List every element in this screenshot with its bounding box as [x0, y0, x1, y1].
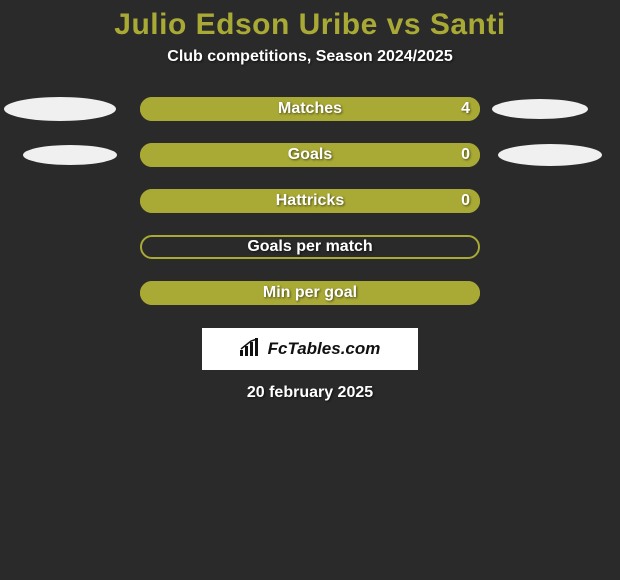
bar-value: 4	[461, 100, 470, 118]
left-ellipse	[23, 145, 117, 165]
stat-bar: Matches4	[140, 97, 480, 121]
bar-border	[140, 281, 480, 305]
bar-border	[140, 143, 480, 167]
right-ellipse	[492, 99, 588, 119]
stat-bar: Hattricks0	[140, 189, 480, 213]
stat-row: Matches4	[0, 96, 620, 122]
comparison-card: Julio Edson Uribe vs Santi Club competit…	[0, 0, 620, 402]
page-title: Julio Edson Uribe vs Santi	[0, 8, 620, 42]
bar-value: 0	[461, 146, 470, 164]
chart-icon	[240, 338, 262, 361]
bar-value: 0	[461, 192, 470, 210]
subtitle: Club competitions, Season 2024/2025	[0, 48, 620, 66]
stat-bar: Min per goal	[140, 281, 480, 305]
right-ellipse	[498, 144, 602, 166]
logo-text: FcTables.com	[268, 339, 381, 359]
date-label: 20 february 2025	[0, 384, 620, 402]
stat-row: Hattricks0	[0, 188, 620, 214]
bar-border	[140, 235, 480, 259]
bar-border	[140, 97, 480, 121]
bar-border	[140, 189, 480, 213]
logo-box: FcTables.com	[202, 328, 418, 370]
stat-bar: Goals per match	[140, 235, 480, 259]
stat-row: Goals0	[0, 142, 620, 168]
stat-rows: Matches4 Goals0 Hattricks0 Goals per match M…	[0, 96, 620, 306]
stat-bar: Goals0	[140, 143, 480, 167]
left-ellipse	[4, 97, 116, 121]
stat-row: Min per goal	[0, 280, 620, 306]
stat-row: Goals per match	[0, 234, 620, 260]
